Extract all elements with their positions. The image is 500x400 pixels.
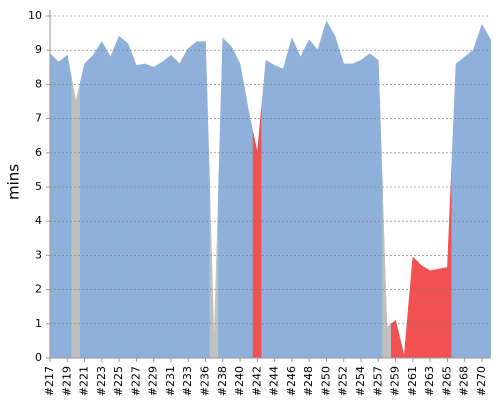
area-segment	[252, 106, 262, 359]
area-segment	[408, 256, 418, 359]
area-segment	[174, 55, 185, 359]
area-segment	[313, 35, 323, 359]
y-tick-label: 1	[35, 317, 42, 330]
area-segment	[123, 39, 133, 359]
area-segment	[54, 57, 64, 359]
area-segment	[131, 54, 142, 359]
area-segment	[62, 54, 72, 359]
area-segment	[269, 62, 280, 359]
area-segment	[416, 260, 427, 359]
area-segment	[399, 306, 409, 359]
area-segment	[261, 59, 271, 359]
area-segment	[304, 39, 314, 359]
x-tick-label: #261	[406, 366, 419, 396]
y-tick-label: 8	[35, 77, 42, 90]
x-tick-label: #270	[475, 366, 488, 396]
area-segment	[347, 61, 357, 359]
y-tick-label: 3	[35, 248, 42, 261]
y-tick-label: 10	[28, 9, 42, 22]
y-tick-label: 4	[35, 214, 42, 227]
area-segment	[71, 78, 81, 359]
area-segment	[192, 41, 202, 359]
x-tick-label: #257	[371, 366, 384, 396]
area-segment	[244, 87, 254, 359]
x-tick-label: #259	[389, 366, 402, 396]
x-tick-label: #231	[164, 366, 177, 396]
area-segment	[321, 20, 332, 359]
area-segment	[209, 191, 219, 359]
x-tick-label: #254	[354, 366, 367, 396]
x-tick-label: #219	[60, 366, 73, 396]
y-axis-title: mins	[5, 164, 23, 200]
area-segment	[373, 56, 383, 359]
x-tick-label: #248	[302, 366, 315, 396]
x-tick-label: #240	[233, 366, 246, 396]
area-segment	[390, 319, 401, 359]
area-segment	[218, 37, 228, 359]
area-segment	[166, 54, 176, 359]
x-tick-label: #221	[78, 366, 91, 396]
x-tick-label: #268	[458, 366, 471, 396]
x-tick-label: #227	[129, 366, 142, 396]
area-segment	[451, 59, 461, 359]
area-segment	[200, 41, 211, 359]
area-segment	[330, 27, 340, 359]
y-tick-label: 6	[35, 146, 42, 159]
area-segment	[183, 44, 193, 359]
area-segment	[295, 47, 306, 359]
x-tick-label: #233	[181, 366, 194, 396]
area-segment	[485, 31, 491, 359]
x-tick-label: #244	[268, 366, 281, 396]
area-segment	[365, 53, 375, 359]
x-tick-label: #225	[112, 366, 125, 396]
area-segment	[468, 37, 478, 359]
area-segment	[460, 52, 470, 359]
x-tick-label: #252	[337, 366, 350, 396]
area-segment	[425, 267, 435, 359]
area-segment	[226, 41, 237, 359]
area-segment	[49, 52, 55, 359]
area-segment	[149, 64, 159, 359]
x-tick-label: #238	[216, 366, 229, 396]
y-tick-label: 7	[35, 112, 42, 125]
area-segment	[287, 37, 297, 359]
area-segment	[382, 193, 392, 359]
x-tick-label: #217	[43, 366, 56, 396]
area-segment	[339, 50, 349, 359]
area-segment	[157, 58, 167, 359]
area-segment	[105, 46, 116, 359]
area-segment	[278, 53, 288, 359]
area-segment	[79, 58, 90, 359]
x-tick-label: #229	[147, 366, 160, 396]
y-tick-label: 0	[35, 351, 42, 364]
area-segment	[114, 36, 124, 359]
x-tick-label: #265	[440, 366, 453, 396]
y-tick-label: 2	[35, 283, 42, 296]
area-segment	[235, 55, 245, 359]
area-segment	[356, 56, 366, 359]
area-segment	[97, 41, 107, 359]
x-tick-label: #250	[319, 366, 332, 396]
area-segment	[442, 165, 453, 359]
y-tick-label: 5	[35, 180, 42, 193]
x-tick-label: #246	[285, 366, 298, 396]
area-segment	[88, 47, 98, 359]
x-tick-label: #223	[95, 366, 108, 396]
x-tick-label: #263	[423, 366, 436, 396]
area-segment	[434, 267, 444, 359]
x-tick-label: #242	[250, 366, 263, 396]
y-tick-label: 9	[35, 43, 42, 56]
x-tick-label: #236	[199, 366, 212, 396]
area-segment	[477, 23, 487, 359]
area-segment	[140, 63, 150, 359]
